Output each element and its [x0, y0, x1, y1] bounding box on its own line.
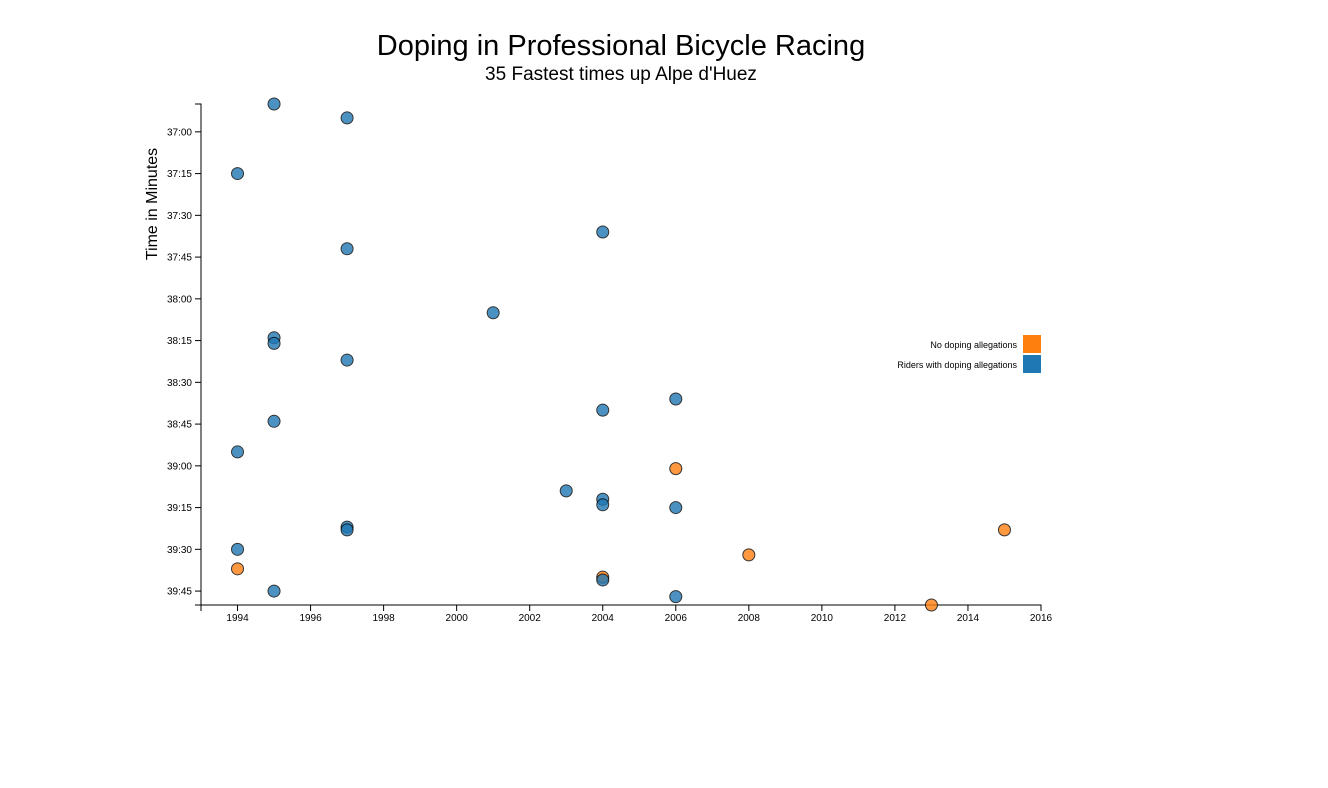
x-tick-label: 1994 — [226, 613, 249, 624]
data-point-no-doping[interactable] — [231, 562, 245, 576]
y-tick-label: 37:30 — [167, 211, 192, 222]
chart-subtitle: 35 Fastest times up Alpe d'Huez — [485, 64, 757, 85]
y-tick: 37:15 — [167, 169, 201, 180]
x-tick-label: 2014 — [957, 613, 980, 624]
x-tick: 1994 — [226, 605, 249, 624]
data-point-doping[interactable] — [486, 306, 500, 320]
x-tick-label: 2004 — [592, 613, 615, 624]
x-tick-label: 2002 — [519, 613, 542, 624]
y-axis-line — [195, 103, 202, 606]
legend-swatch-no-doping — [1023, 335, 1041, 353]
x-tick-label: 1998 — [372, 613, 395, 624]
y-tick-label: 39:15 — [167, 503, 192, 514]
y-tick: 39:00 — [167, 461, 201, 472]
y-tick: 37:00 — [167, 127, 201, 138]
data-point-doping[interactable] — [669, 392, 683, 406]
y-tick-label: 38:45 — [167, 420, 192, 431]
y-tick-label: 39:00 — [167, 461, 192, 472]
chart-title: Doping in Professional Bicycle Racing — [377, 30, 865, 62]
y-axis-label: Time in Minutes — [144, 148, 161, 260]
legend-label-no-doping: No doping allegations — [930, 340, 1017, 350]
x-tick: 2014 — [957, 605, 980, 624]
data-point-doping[interactable] — [669, 501, 683, 515]
x-tick-label: 2008 — [738, 613, 761, 624]
x-tick: 2012 — [884, 605, 907, 624]
x-tick: 2006 — [665, 605, 688, 624]
x-tick: 2010 — [811, 605, 834, 624]
data-point-doping[interactable] — [231, 445, 245, 459]
x-tick-label: 2000 — [446, 613, 469, 624]
x-tick-label: 2010 — [811, 613, 834, 624]
x-tick: 1998 — [372, 605, 395, 624]
data-point-doping[interactable] — [231, 167, 245, 181]
x-tick: 1996 — [299, 605, 322, 624]
data-point-doping[interactable] — [267, 584, 281, 598]
legend-label-doping: Riders with doping allegations — [897, 360, 1017, 370]
x-axis: 1994 1996 1998 2000 2002 2004 2006 2008 2010 2012… — [200, 604, 1053, 624]
legend: No doping allegations Riders with doping… — [897, 335, 1041, 373]
y-tick-label: 38:15 — [167, 336, 192, 347]
data-point-no-doping[interactable] — [924, 598, 938, 612]
x-tick: 2000 — [446, 605, 469, 624]
y-tick-label: 37:00 — [167, 127, 192, 138]
y-tick-label: 37:15 — [167, 169, 192, 180]
data-point-no-doping[interactable] — [997, 523, 1011, 537]
data-point-doping[interactable] — [669, 590, 683, 604]
y-axis: 37:00 37:15 37:30 37:45 38:00 38:15 38:30 38:45… — [167, 103, 202, 606]
x-tick: 2004 — [592, 605, 615, 624]
y-tick: 39:15 — [167, 503, 201, 514]
data-point-doping[interactable] — [340, 242, 354, 256]
data-point-doping[interactable] — [340, 111, 354, 125]
data-point-doping[interactable] — [340, 353, 354, 367]
data-point-doping[interactable] — [267, 336, 281, 350]
data-point-doping[interactable] — [267, 414, 281, 428]
data-points — [231, 97, 1011, 612]
x-tick-label: 2016 — [1030, 613, 1053, 624]
data-point-doping[interactable] — [596, 573, 610, 587]
y-tick: 38:45 — [167, 420, 201, 431]
y-tick: 37:45 — [167, 253, 201, 264]
y-tick: 38:30 — [167, 378, 201, 389]
data-point-doping[interactable] — [559, 484, 573, 498]
data-point-doping[interactable] — [596, 225, 610, 239]
data-point-doping[interactable] — [231, 542, 245, 556]
x-axis-line — [200, 604, 1042, 611]
y-tick-label: 37:45 — [167, 253, 192, 264]
data-point-doping[interactable] — [267, 97, 281, 111]
y-tick-label: 38:00 — [167, 294, 192, 305]
data-point-doping[interactable] — [340, 523, 354, 537]
y-tick-label: 38:30 — [167, 378, 192, 389]
x-tick: 2008 — [738, 605, 761, 624]
data-point-doping[interactable] — [596, 403, 610, 417]
y-tick-label: 39:30 — [167, 545, 192, 556]
y-tick: 38:00 — [167, 294, 201, 305]
y-tick: 39:30 — [167, 545, 201, 556]
x-tick: 2002 — [519, 605, 542, 624]
data-point-no-doping[interactable] — [742, 548, 756, 562]
y-tick-label: 39:45 — [167, 587, 192, 598]
y-tick: 37:30 — [167, 211, 201, 222]
x-tick-label: 2006 — [665, 613, 688, 624]
y-tick: 39:45 — [167, 587, 201, 598]
x-tick-label: 1996 — [299, 613, 322, 624]
x-tick: 2016 — [1030, 605, 1053, 624]
x-tick-label: 2012 — [884, 613, 907, 624]
legend-swatch-doping — [1023, 355, 1041, 373]
data-point-doping[interactable] — [596, 498, 610, 512]
data-point-no-doping[interactable] — [669, 462, 683, 476]
y-tick: 38:15 — [167, 336, 201, 347]
